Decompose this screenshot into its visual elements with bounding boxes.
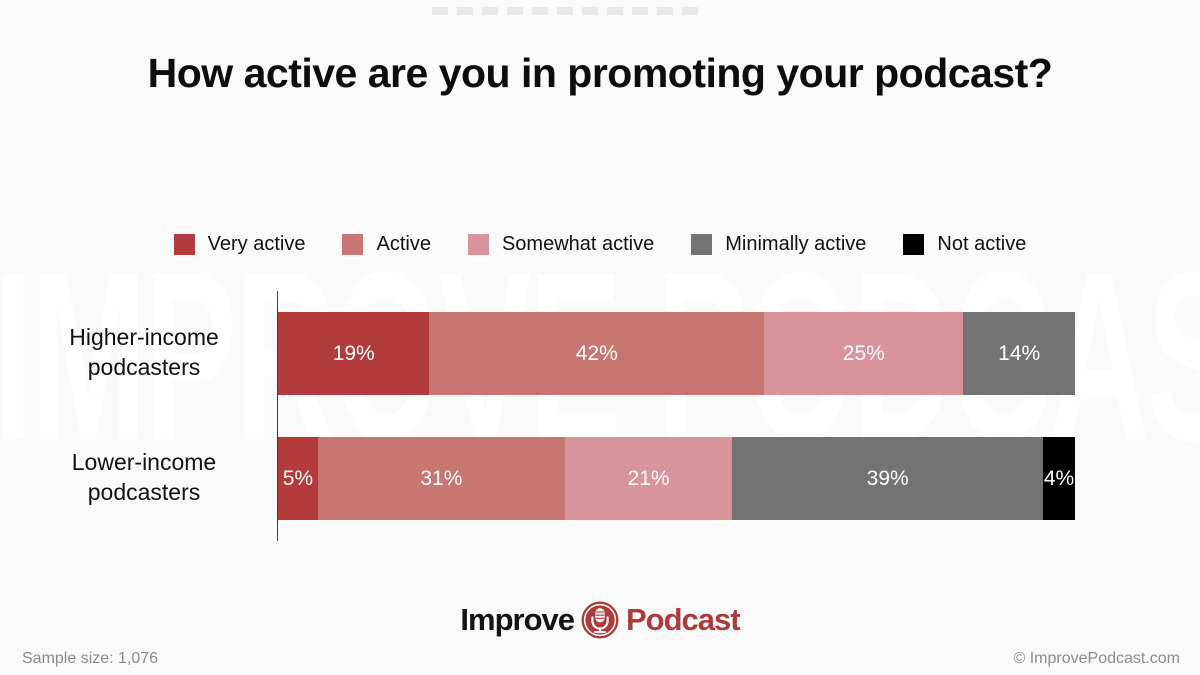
footer-logo: Improve Podcast	[0, 601, 1200, 639]
logo-text-podcast: Podcast	[626, 602, 741, 637]
legend-item-not-active: Not active	[903, 233, 1026, 256]
legend-swatch-somewhat-active	[467, 234, 489, 255]
category-label-line: Lower-income	[71, 449, 217, 475]
legend-label: Minimally active	[725, 233, 867, 255]
bar-segment-minimally-active: 14%	[963, 312, 1075, 395]
bar-segment-value: 19%	[332, 341, 375, 365]
stacked-bar-lower-income-podcasters: 5% 31% 21% 39% 4%	[278, 437, 1075, 520]
bar-segment-value: 4%	[1043, 466, 1075, 490]
bar-segment-value: 42%	[575, 341, 618, 365]
legend-label: Not active	[937, 233, 1027, 255]
category-label-higher-income-podcasters: Higher-income podcasters	[30, 322, 258, 383]
top-dashes-decoration	[432, 7, 700, 15]
legend-item-minimally-active: Minimally active	[691, 233, 866, 256]
legend-swatch-not-active	[903, 234, 925, 255]
y-axis-line	[277, 291, 278, 541]
legend-label: Very active	[207, 233, 306, 255]
legend-swatch-minimally-active	[691, 234, 713, 255]
bar-segment-value: 25%	[842, 341, 885, 365]
legend-item-somewhat-active: Somewhat active	[467, 233, 655, 256]
legend-swatch-very-active	[173, 234, 195, 255]
copyright-caption: © ImprovePodcast.com	[1013, 650, 1180, 667]
bar-segment-value: 5%	[282, 466, 314, 490]
category-label-line: podcasters	[87, 354, 201, 381]
category-label-lower-income-podcasters: Lower-income podcasters	[30, 447, 258, 508]
bar-segment-value: 39%	[866, 466, 909, 490]
stacked-bar-higher-income-podcasters: 19% 42% 25% 14%	[278, 312, 1075, 395]
bar-segment-very-active: 19%	[278, 312, 430, 395]
category-label-line: Higher-income	[69, 324, 219, 350]
chart-title: How active are you in promoting your pod…	[147, 50, 1053, 96]
bar-segment-value: 14%	[998, 341, 1041, 365]
legend-swatch-active	[342, 234, 364, 255]
sample-size-caption: Sample size: 1,076	[22, 650, 159, 667]
bar-segment-somewhat-active: 25%	[764, 312, 964, 395]
bar-segment-value: 21%	[627, 466, 670, 490]
legend: Very active Active Somewhat active Minimall…	[0, 233, 1200, 256]
legend-item-active: Active	[342, 233, 431, 256]
bar-segment-somewhat-active: 21%	[564, 437, 733, 520]
logo-text-improve: Improve	[460, 602, 575, 637]
legend-item-very-active: Very active	[173, 233, 306, 256]
legend-label: Active	[376, 233, 431, 255]
bar-segment-active: 31%	[317, 437, 565, 520]
bar-segment-minimally-active: 39%	[732, 437, 1044, 520]
legend-label: Somewhat active	[501, 233, 655, 255]
bar-segment-value: 31%	[420, 466, 463, 490]
bar-segment-not-active: 4%	[1043, 437, 1075, 520]
bar-segment-very-active: 5%	[278, 437, 318, 520]
category-label-line: podcasters	[87, 479, 201, 506]
microphone-icon	[581, 601, 619, 639]
bar-segment-active: 42%	[429, 312, 765, 395]
